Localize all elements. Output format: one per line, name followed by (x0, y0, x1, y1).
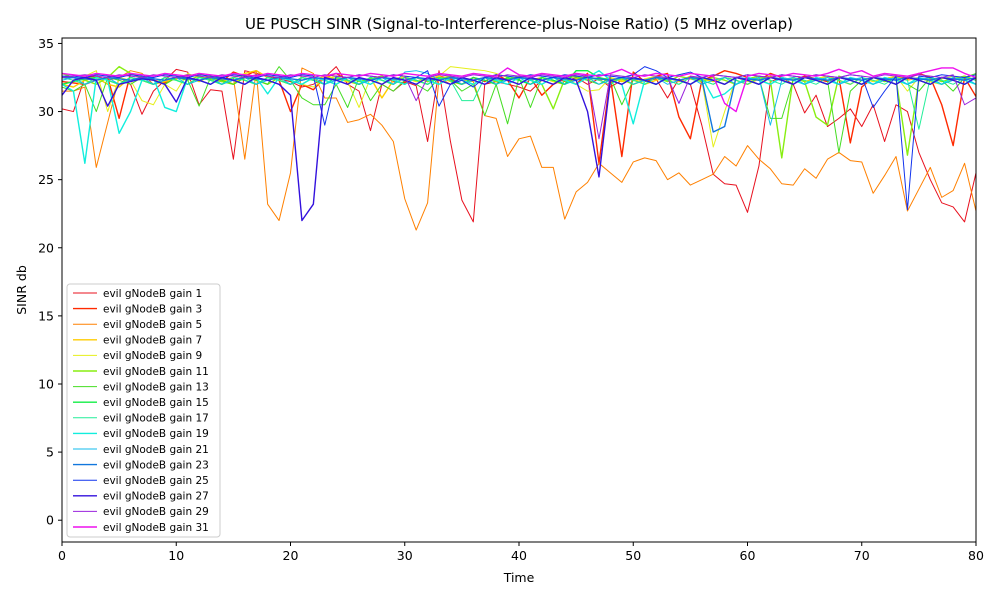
x-tick-label: 70 (854, 548, 870, 563)
x-tick-label: 80 (968, 548, 984, 563)
series-line-gain-1 (61, 66, 977, 223)
legend-label: evil gNodeB gain 9 (103, 350, 202, 362)
x-tick-label: 50 (625, 548, 641, 563)
y-tick-label: 15 (38, 308, 54, 323)
legend-label: evil gNodeB gain 27 (103, 491, 209, 503)
x-tick-label: 10 (168, 548, 184, 563)
legend: evil gNodeB gain 1 evil gNodeB gain 3 evil… (66, 283, 221, 538)
legend-label: evil gNodeB gain 15 (103, 397, 209, 409)
legend-label: evil gNodeB gain 29 (103, 506, 209, 518)
legend-label: evil gNodeB gain 1 (103, 288, 202, 300)
y-axis-ticks: 0 5 10 15 20 25 30 35 (38, 36, 62, 528)
x-axis-label: Time (503, 570, 535, 585)
x-tick-label: 40 (511, 548, 527, 563)
legend-label: evil gNodeB gain 31 (103, 522, 209, 534)
series-line-gain-31 (61, 67, 977, 113)
y-axis-label: SINR db (14, 265, 29, 315)
legend-label: evil gNodeB gain 7 (103, 335, 202, 347)
y-tick-label: 10 (38, 376, 54, 391)
x-tick-label: 0 (58, 548, 66, 563)
legend-label: evil gNodeB gain 5 (103, 319, 202, 331)
legend-label: evil gNodeB gain 19 (103, 428, 209, 440)
chart-title: UE PUSCH SINR (Signal-to-Interference-pl… (245, 15, 793, 33)
legend-label: evil gNodeB gain 25 (103, 475, 209, 487)
y-tick-label: 25 (38, 172, 54, 187)
legend-label: evil gNodeB gain 3 (103, 303, 202, 315)
y-tick-label: 20 (38, 240, 54, 255)
x-tick-label: 20 (283, 548, 299, 563)
x-tick-label: 60 (740, 548, 756, 563)
x-tick-label: 30 (397, 548, 413, 563)
y-tick-label: 35 (38, 36, 54, 51)
y-tick-label: 0 (46, 513, 54, 528)
legend-label: evil gNodeB gain 13 (103, 381, 209, 393)
legend-items: evil gNodeB gain 1 evil gNodeB gain 3 evil… (73, 288, 209, 534)
legend-box (66, 283, 221, 538)
legend-label: evil gNodeB gain 21 (103, 444, 209, 456)
y-tick-label: 30 (38, 104, 54, 119)
plot-lines (61, 65, 977, 231)
legend-label: evil gNodeB gain 11 (103, 366, 209, 378)
series-line-gain-29 (61, 74, 977, 140)
series-line-gain-27 (61, 76, 977, 222)
legend-label: evil gNodeB gain 23 (103, 459, 209, 471)
legend-label: evil gNodeB gain 17 (103, 413, 209, 425)
x-axis-ticks: 0 10 20 30 40 50 60 70 80 (58, 542, 984, 563)
y-tick-label: 5 (46, 445, 54, 460)
